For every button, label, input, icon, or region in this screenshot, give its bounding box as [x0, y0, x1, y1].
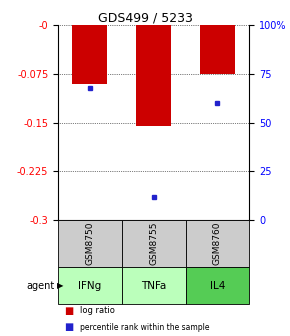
- Text: agent: agent: [27, 281, 55, 291]
- Bar: [72, 25, 107, 84]
- Text: percentile rank within the sample: percentile rank within the sample: [80, 323, 209, 332]
- Text: TNFa: TNFa: [141, 281, 166, 291]
- Text: IFNg: IFNg: [78, 281, 102, 291]
- Bar: [136, 25, 171, 126]
- Text: ▶: ▶: [57, 281, 64, 290]
- Text: GDS499 / 5233: GDS499 / 5233: [97, 12, 193, 25]
- Text: GSM8760: GSM8760: [213, 222, 222, 265]
- Text: ■: ■: [64, 322, 73, 332]
- Bar: [200, 25, 235, 74]
- Text: ■: ■: [64, 306, 73, 316]
- Text: log ratio: log ratio: [80, 306, 115, 315]
- Text: IL4: IL4: [210, 281, 225, 291]
- Text: GSM8750: GSM8750: [85, 222, 95, 265]
- Text: GSM8755: GSM8755: [149, 222, 158, 265]
